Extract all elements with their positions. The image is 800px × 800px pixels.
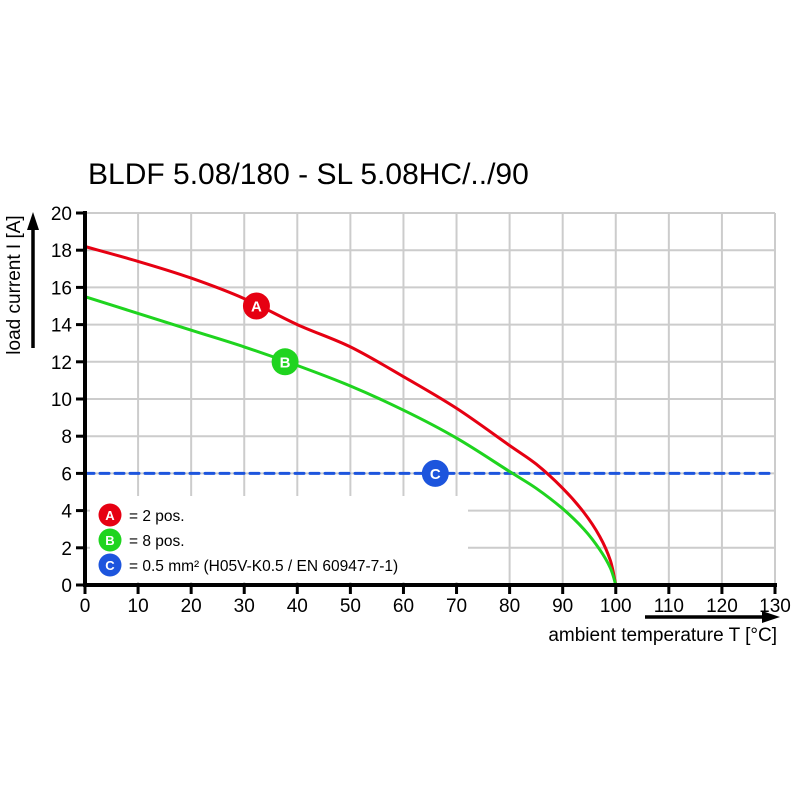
y-tick-label: 10 [51, 390, 72, 411]
marker-c-letter: C [430, 466, 441, 483]
legend-label-b: = 8 pos. [129, 533, 185, 550]
legend-background [90, 496, 468, 582]
legend-letter-b: B [105, 533, 114, 548]
curve-markers [242, 292, 449, 487]
legend-label-a: = 2 pos. [129, 508, 185, 525]
x-tick-label: 10 [128, 596, 149, 617]
x-axis-label: ambient temperature T [°C] [548, 625, 777, 646]
x-axis-arrow-icon [645, 611, 780, 623]
y-tick-label: 8 [61, 427, 72, 448]
x-tick-label: 50 [340, 596, 361, 617]
marker-a [242, 292, 270, 320]
x-axis-ticks [83, 585, 777, 594]
marker-b [271, 348, 299, 376]
x-tick-label: 110 [654, 596, 684, 617]
y-axis-tick-labels: 0 2 4 6 8 10 12 14 16 18 20 [51, 204, 73, 597]
marker-b-letter: B [280, 354, 291, 371]
y-axis-arrow-icon [27, 212, 39, 348]
x-tick-label: 40 [287, 596, 308, 617]
x-tick-label: 130 [759, 596, 791, 617]
y-tick-label: 18 [51, 241, 72, 262]
y-tick-label: 4 [61, 502, 72, 523]
x-tick-label: 100 [600, 596, 632, 617]
chart-title: BLDF 5.08/180 - SL 5.08HC/../90 [88, 158, 529, 191]
x-tick-label: 90 [552, 596, 573, 617]
y-axis-label: load current I [A] [4, 215, 25, 354]
y-tick-label: 6 [61, 464, 72, 485]
y-tick-label: 20 [51, 204, 72, 225]
y-tick-label: 0 [61, 576, 72, 597]
y-axis-ticks [76, 211, 85, 587]
x-tick-label: 120 [706, 596, 738, 617]
x-tick-label: 30 [234, 596, 255, 617]
curve-a [83, 245, 618, 587]
marker-c [421, 459, 449, 487]
marker-a-letter: A [251, 299, 262, 316]
x-tick-label: 70 [446, 596, 467, 617]
y-tick-label: 2 [61, 539, 72, 560]
x-tick-label: 80 [499, 596, 520, 617]
x-tick-label: 20 [181, 596, 202, 617]
x-tick-label: 0 [80, 596, 91, 617]
x-axis-tick-labels: 0 10 20 30 40 50 60 70 80 90 100 110 120 130 [80, 596, 791, 617]
legend-label-c: = 0.5 mm² (H05V-K0.5 / EN 60947-7-1) [129, 558, 398, 575]
x-tick-label: 60 [393, 596, 414, 617]
legend-letter-a: A [105, 508, 115, 523]
legend-swatch-a [98, 503, 122, 527]
legend-swatch-b [98, 528, 122, 552]
legend-swatches [98, 503, 122, 577]
curve-b [83, 295, 618, 587]
y-tick-label: 16 [51, 278, 72, 299]
y-tick-label: 12 [51, 353, 72, 374]
legend-letter-c: C [105, 558, 115, 573]
legend-swatch-c [98, 553, 122, 577]
y-tick-label: 14 [51, 316, 73, 337]
